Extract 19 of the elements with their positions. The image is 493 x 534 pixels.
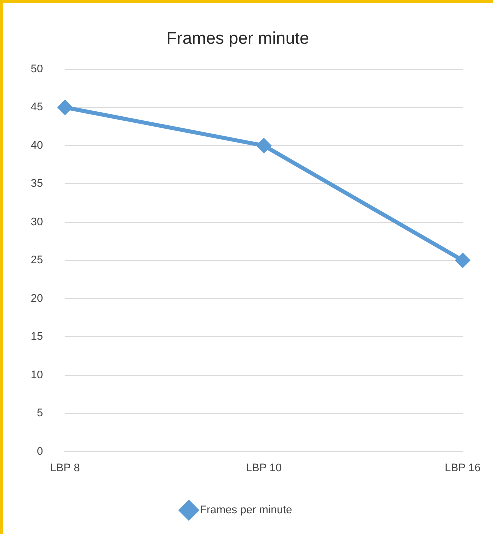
point (257, 138, 272, 153)
y-tick-label: 30 (30, 216, 44, 228)
x-tick-label: LBP 8 (50, 462, 80, 474)
point (456, 254, 470, 268)
y-tick-label: 15 (30, 331, 44, 344)
y-tick-label: 25 (30, 254, 44, 267)
y-tick-label: 45 (30, 102, 44, 114)
y-tick-label: 10 (30, 369, 44, 382)
y-tick-label: 40 (30, 140, 44, 152)
y-tick-label: 5 (37, 408, 44, 420)
y-tick-label: 20 (30, 292, 44, 305)
legend-label: Frames per minute (200, 504, 292, 517)
y-tick-label: 50 (30, 63, 44, 76)
point (58, 100, 72, 115)
x-tick-label: LBP 16 (445, 462, 481, 474)
y-tick-label: 0 (37, 446, 44, 458)
chart-title: Frames per minute (166, 28, 310, 48)
y-tick-label: 35 (30, 178, 44, 190)
x-tick-label: LBP 10 (246, 462, 282, 474)
